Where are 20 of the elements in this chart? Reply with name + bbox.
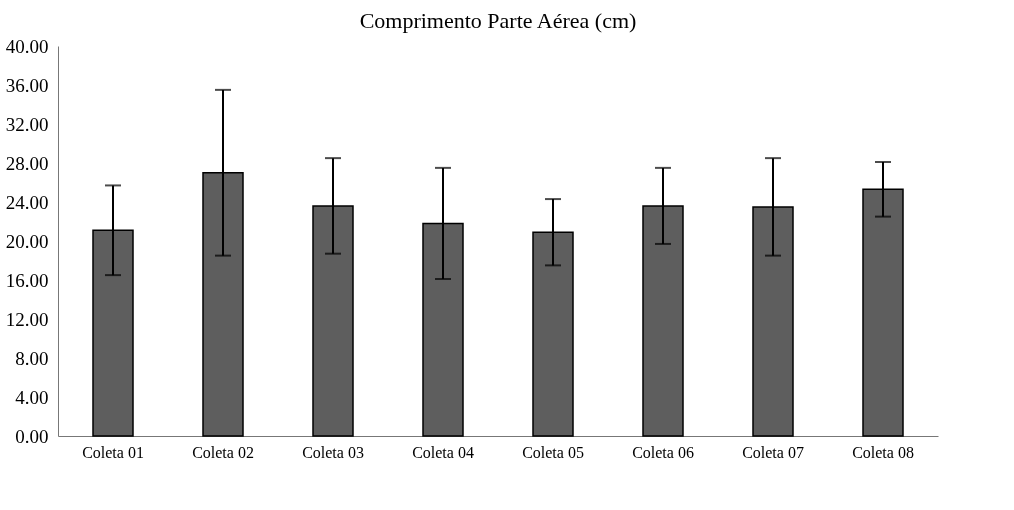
y-tick-label: 40.00 xyxy=(5,35,49,57)
y-tick-label: 32.00 xyxy=(5,113,49,135)
x-tick-label: Coleta 03 xyxy=(302,443,364,461)
x-tick-label: Coleta 06 xyxy=(632,443,694,461)
y-tick-label: 0.00 xyxy=(15,425,49,447)
y-tick-label: 4.00 xyxy=(15,386,49,408)
y-tick-label: 36.00 xyxy=(5,74,49,96)
x-tick-label: Coleta 08 xyxy=(852,443,914,461)
y-tick-label: 8.00 xyxy=(15,347,49,369)
x-tick-label: Coleta 07 xyxy=(742,443,804,461)
x-tick-label: Coleta 01 xyxy=(82,443,144,461)
y-tick-label: 12.00 xyxy=(5,308,49,330)
y-tick-label: 24.00 xyxy=(5,191,49,213)
y-tick-label: 16.00 xyxy=(5,269,49,291)
y-tick-label: 20.00 xyxy=(5,230,49,252)
y-tick-label: 28.00 xyxy=(5,152,49,174)
x-tick-label: Coleta 02 xyxy=(192,443,254,461)
x-tick-label: Coleta 05 xyxy=(522,443,584,461)
x-tick-label: Coleta 04 xyxy=(412,443,474,461)
chart-title: Comprimento Parte Aérea (cm) xyxy=(359,8,637,33)
